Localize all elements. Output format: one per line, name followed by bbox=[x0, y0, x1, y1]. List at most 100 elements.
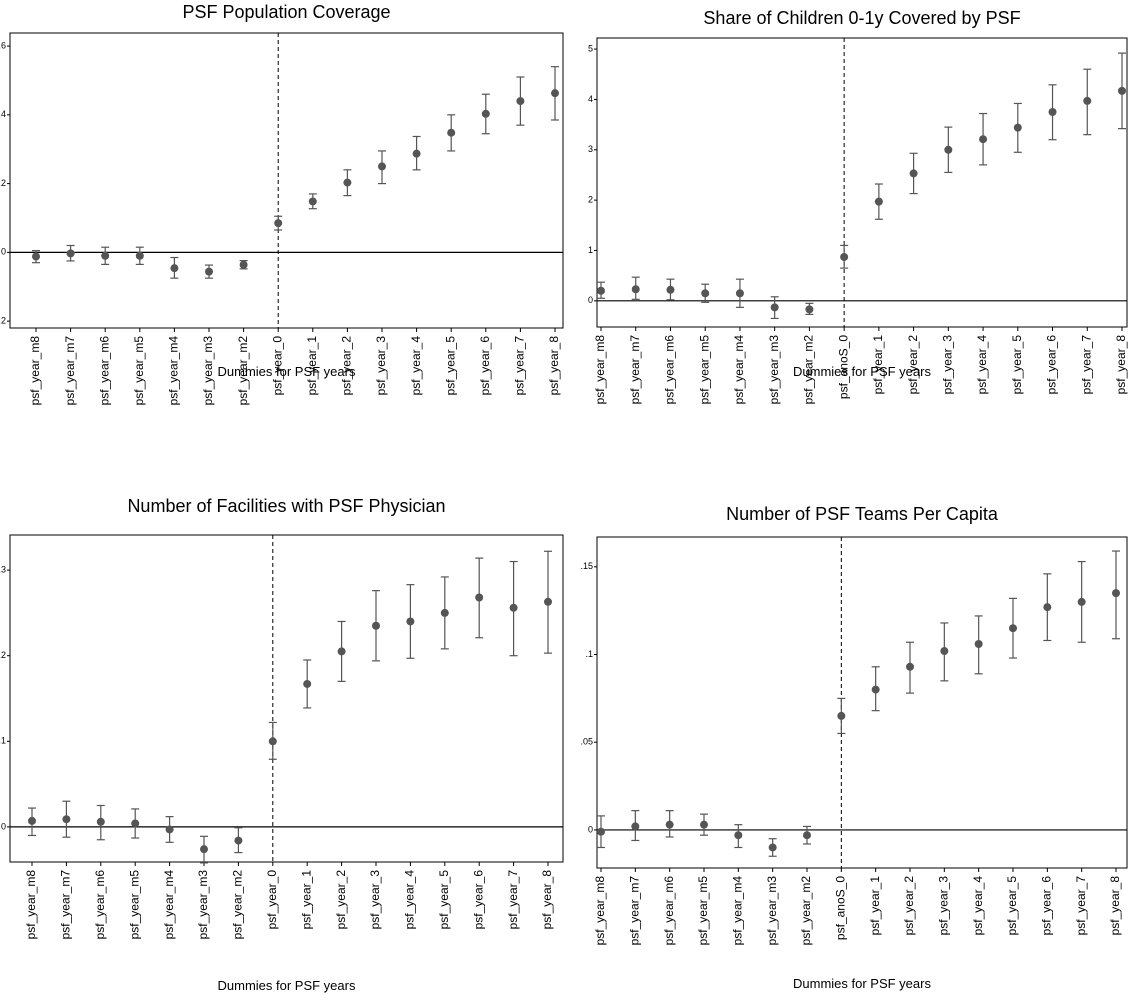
x-tick-label: psf_year_m7 bbox=[59, 870, 73, 940]
x-tick-label: psf_year_7 bbox=[1074, 876, 1088, 936]
x-tick-label: psf_year_m6 bbox=[662, 876, 676, 946]
x-tick-label: psf_year_1 bbox=[871, 335, 885, 395]
point bbox=[666, 285, 675, 294]
point bbox=[131, 819, 140, 828]
point bbox=[516, 97, 525, 106]
x-tick-label: psf_year_m2 bbox=[799, 876, 813, 946]
x-tick-label: psf_year_m7 bbox=[628, 335, 642, 405]
chart-title: Number of PSF Teams Per Capita bbox=[726, 504, 999, 524]
point bbox=[412, 149, 421, 158]
x-tick-label: psf_year_m6 bbox=[663, 335, 677, 405]
point bbox=[665, 820, 674, 829]
x-tick-label: psf_year_5 bbox=[443, 336, 457, 396]
x-tick-label: psf_year_5 bbox=[437, 870, 451, 930]
point bbox=[551, 89, 559, 98]
x-tick-label: psf_year_4 bbox=[403, 870, 417, 930]
plot-frame bbox=[9, 32, 564, 329]
y-tick-label: .2 bbox=[0, 650, 6, 660]
x-tick-label: psf_year_m3 bbox=[196, 870, 210, 940]
y-tick-label: 0 bbox=[1, 821, 6, 831]
x-axis-label: Dummies for PSF years bbox=[218, 978, 356, 993]
x-tick-label: psf_year_m4 bbox=[162, 870, 176, 940]
y-tick-label: -.2 bbox=[0, 315, 6, 325]
y-tick-label: 0 bbox=[1, 247, 6, 257]
x-axis-label: Dummies for PSF years bbox=[218, 364, 356, 379]
point bbox=[1013, 123, 1022, 132]
x-tick-label: psf_year_8 bbox=[547, 336, 561, 396]
point bbox=[200, 845, 208, 854]
point bbox=[631, 285, 640, 294]
x-tick-label: psf_year_m3 bbox=[767, 335, 781, 405]
point bbox=[475, 593, 484, 602]
x-tick-label: psf_year_6 bbox=[478, 336, 492, 396]
x-tick-label: psf_year_m6 bbox=[93, 870, 107, 940]
point bbox=[631, 822, 640, 831]
x-tick-label: psf_year_5 bbox=[1010, 335, 1024, 395]
point bbox=[871, 685, 880, 694]
x-tick-label: psf_year_4 bbox=[975, 335, 989, 395]
point bbox=[406, 617, 415, 626]
point bbox=[1118, 86, 1126, 95]
y-tick-label: 1 bbox=[588, 245, 593, 255]
point bbox=[805, 305, 814, 314]
x-tick-label: psf_year_m3 bbox=[765, 876, 779, 946]
point bbox=[378, 162, 386, 171]
x-tick-label: psf_year_2 bbox=[334, 870, 348, 930]
point bbox=[909, 169, 918, 178]
y-tick-label: .3 bbox=[0, 564, 6, 574]
point bbox=[544, 597, 552, 606]
point bbox=[509, 603, 518, 612]
x-tick-label: psf_year_m4 bbox=[732, 335, 746, 405]
point bbox=[447, 128, 456, 137]
point bbox=[66, 249, 75, 258]
y-tick-label: 0 bbox=[588, 824, 593, 834]
x-tick-label: psf_year_7 bbox=[506, 870, 520, 930]
x-tick-label: psf_year_4 bbox=[971, 876, 985, 936]
y-tick-label: 3 bbox=[588, 144, 593, 154]
x-tick-label: psf_year_m3 bbox=[201, 336, 215, 406]
x-tick-label: psf_year_3 bbox=[941, 335, 955, 395]
x-tick-label: psf_year_m2 bbox=[802, 335, 816, 405]
point bbox=[274, 219, 283, 228]
x-tick-label: psf_year_2 bbox=[340, 336, 354, 396]
y-tick-label: .05 bbox=[580, 737, 593, 747]
point bbox=[1077, 597, 1086, 606]
x-tick-label: psf_year_3 bbox=[374, 336, 388, 396]
x-tick-label: psf_year_m2 bbox=[236, 336, 250, 406]
point bbox=[944, 145, 953, 154]
chart-title: Number of Facilities with PSF Physician bbox=[127, 496, 445, 516]
point bbox=[701, 289, 710, 298]
x-axis-label: Dummies for PSF years bbox=[793, 976, 931, 991]
x-tick-label: psf_year_8 bbox=[1108, 876, 1122, 936]
y-tick-label: 5 bbox=[588, 43, 593, 53]
plot-frame bbox=[596, 37, 1128, 328]
point bbox=[974, 640, 983, 649]
x-tick-label: psf_year_m8 bbox=[593, 335, 607, 405]
chart-title: Share of Children 0-1y Covered by PSF bbox=[703, 8, 1020, 28]
x-tick-label: psf_year_m5 bbox=[127, 870, 141, 940]
point bbox=[268, 737, 277, 746]
x-tick-label: psf_year_2 bbox=[906, 335, 920, 395]
point bbox=[205, 267, 213, 276]
point bbox=[803, 831, 811, 840]
x-tick-label: psf_year_8 bbox=[1114, 335, 1128, 395]
x-tick-label: psf_year_6 bbox=[1040, 876, 1054, 936]
point bbox=[837, 711, 846, 720]
point bbox=[770, 303, 779, 312]
point bbox=[343, 178, 352, 187]
x-tick-label: psf_year_3 bbox=[368, 870, 382, 930]
x-tick-label: psf_year_0 bbox=[270, 336, 284, 396]
x-tick-label: psf_year_m5 bbox=[697, 335, 711, 405]
point bbox=[1043, 603, 1052, 612]
point bbox=[768, 843, 777, 852]
point bbox=[734, 831, 743, 840]
y-tick-label: .15 bbox=[580, 561, 593, 571]
point bbox=[440, 608, 449, 617]
point bbox=[597, 286, 605, 295]
point bbox=[372, 621, 380, 630]
point bbox=[234, 836, 243, 845]
point bbox=[308, 197, 317, 206]
x-tick-label: psf_year_3 bbox=[937, 876, 951, 936]
point bbox=[1112, 589, 1120, 598]
